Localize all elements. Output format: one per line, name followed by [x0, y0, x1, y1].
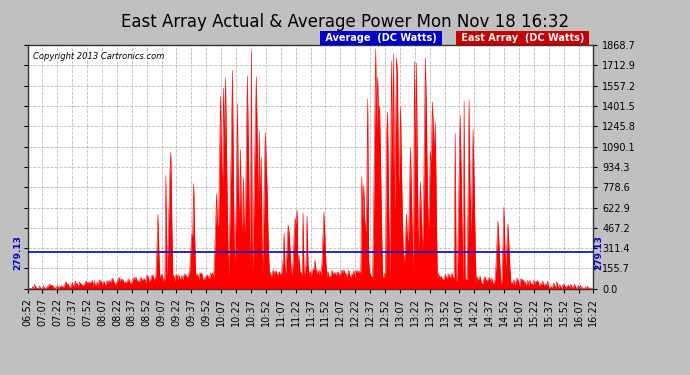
- Text: 279.13: 279.13: [13, 235, 22, 270]
- Text: East Array Actual & Average Power Mon Nov 18 16:32: East Array Actual & Average Power Mon No…: [121, 13, 569, 31]
- Text: East Array  (DC Watts): East Array (DC Watts): [457, 33, 587, 43]
- Text: Copyright 2013 Cartronics.com: Copyright 2013 Cartronics.com: [33, 53, 165, 61]
- Text: Average  (DC Watts): Average (DC Watts): [322, 33, 440, 43]
- Text: 279.13: 279.13: [594, 235, 603, 270]
